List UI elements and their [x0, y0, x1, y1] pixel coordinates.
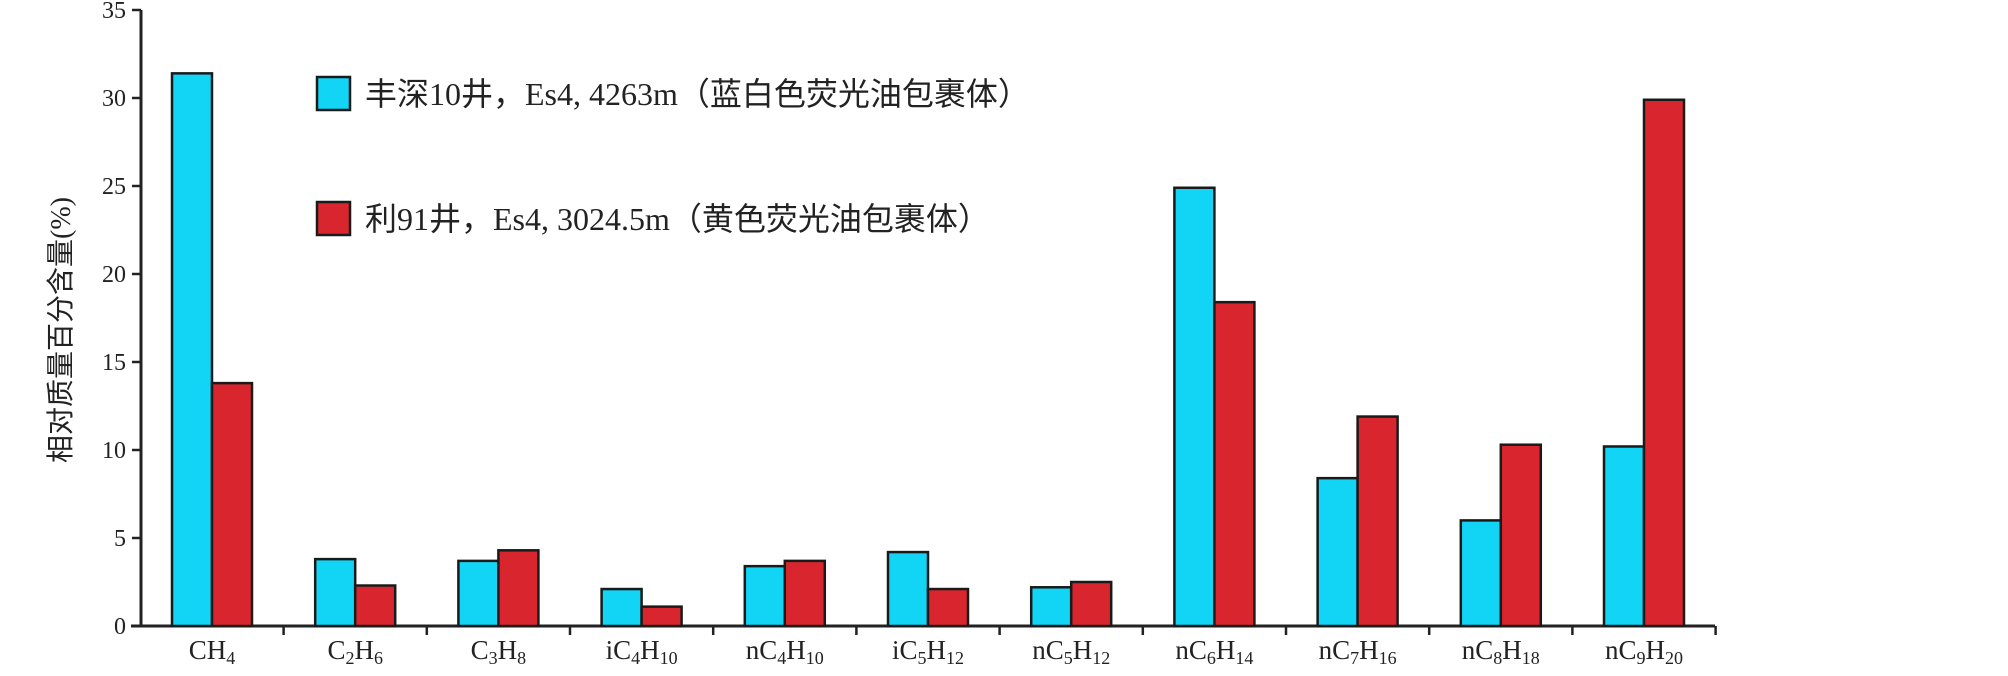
- y-tick-label: 35: [102, 0, 126, 24]
- y-tick-label: 15: [102, 350, 126, 376]
- x-tick-label: nC5H12: [1032, 635, 1110, 668]
- bar-series-2-iC4H10: [640, 605, 683, 628]
- y-tick-label: 10: [102, 438, 126, 464]
- x-tick-label: CH4: [189, 635, 236, 668]
- bar-series-1-nC6H14: [1173, 186, 1216, 628]
- y-tick-label: 20: [102, 262, 126, 288]
- y-tick-label: 30: [102, 86, 126, 112]
- bar-series-2-nC8H18: [1499, 443, 1543, 628]
- legend: 丰深10井，Es4, 4263m（蓝白色荧光油包裹体） 利91井，Es4, 302…: [315, 75, 1030, 237]
- bar-series-1-CH4: [170, 72, 214, 628]
- bar-series-2-nC4H10: [783, 559, 827, 628]
- x-tick-label: C2H6: [327, 635, 383, 668]
- legend-swatch: [315, 200, 352, 237]
- x-tick-label: iC4H10: [606, 635, 678, 668]
- bar-series-1-nC4H10: [743, 564, 787, 628]
- bar-series-2-C2H6: [353, 584, 397, 628]
- x-tick-labels: CH4 C2H6 C3H8 iC4H10 nC4H10 iC5H12 nC5H12 nC6H1…: [189, 635, 1683, 668]
- x-tick-label: iC5H12: [892, 635, 964, 668]
- bar-series-1-nC7H16: [1316, 476, 1359, 628]
- bar-series-2-nC5H12: [1069, 580, 1113, 628]
- bar-series-1-nC8H18: [1459, 519, 1503, 628]
- bar-series-2-nC7H16: [1356, 415, 1399, 628]
- bar-series-2-iC5H12: [926, 587, 970, 628]
- bar-series-1-nC9H20: [1602, 445, 1646, 628]
- x-tick-label: nC9H20: [1605, 635, 1683, 668]
- legend-label: 利91井，Es4, 3024.5m（黄色荧光油包裹体）: [365, 201, 990, 237]
- bar-series-2-nC6H14: [1213, 300, 1256, 628]
- bars: [170, 72, 1686, 628]
- bar-series-1-C3H8: [457, 559, 500, 628]
- legend-swatch: [315, 75, 352, 112]
- bar-series-1-C2H6: [313, 557, 357, 628]
- x-tick-label: C3H8: [471, 635, 527, 668]
- x-tick-label: nC8H18: [1462, 635, 1540, 668]
- y-tick-label: 5: [114, 526, 126, 552]
- bar-series-2-nC9H20: [1642, 98, 1686, 628]
- bar-series-1-iC4H10: [600, 587, 643, 628]
- bar-series-1-iC5H12: [886, 550, 930, 628]
- y-axis-label: 相对质量百分含量(%): [45, 197, 77, 463]
- bar-series-2-C3H8: [497, 549, 540, 628]
- x-tick-label: nC7H16: [1319, 635, 1397, 668]
- bar-series-2-CH4: [210, 381, 254, 628]
- x-tick-label: nC6H14: [1175, 635, 1253, 668]
- y-tick-label: 0: [114, 614, 126, 640]
- y-tick-label: 25: [102, 174, 126, 200]
- bar-series-1-nC5H12: [1029, 586, 1073, 628]
- x-tick-label: nC4H10: [746, 635, 824, 668]
- legend-label: 丰深10井，Es4, 4263m（蓝白色荧光油包裹体）: [365, 76, 1030, 112]
